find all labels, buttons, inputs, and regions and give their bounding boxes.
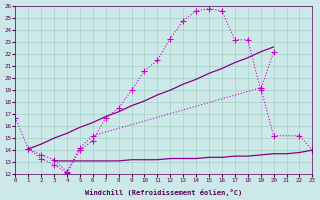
X-axis label: Windchill (Refroidissement éolien,°C): Windchill (Refroidissement éolien,°C) — [85, 189, 243, 196]
